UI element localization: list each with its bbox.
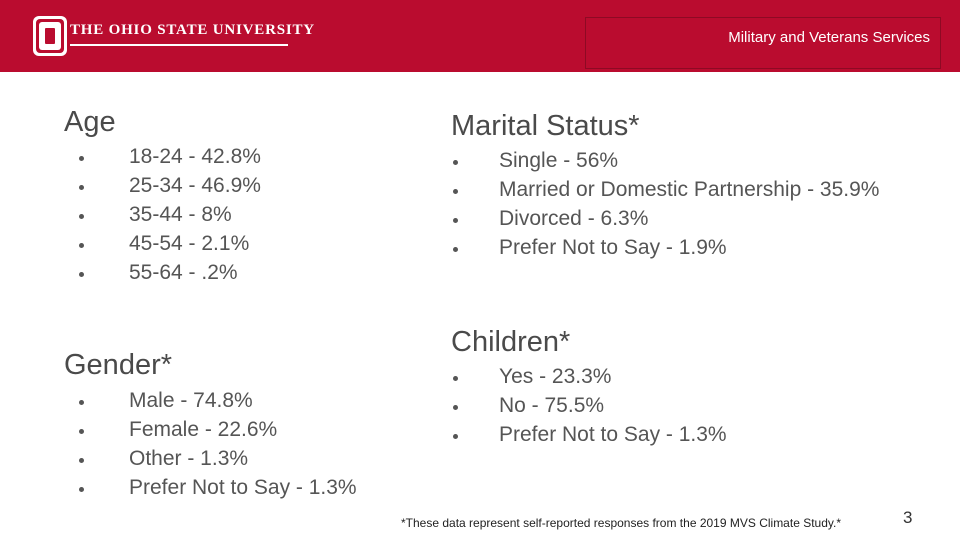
list-item: 25-34 - 46.9% — [79, 171, 261, 200]
university-name-underline — [70, 44, 288, 46]
block-o-icon — [33, 16, 67, 56]
header-bar: The Ohio State University Military and V… — [0, 0, 960, 72]
list-item-label: Prefer Not to Say - 1.3% — [499, 423, 727, 446]
age-list: 18-24 - 42.8% 25-34 - 46.9% 35-44 - 8% 4… — [79, 142, 261, 287]
footnote: *These data represent self-reported resp… — [401, 516, 841, 530]
list-item: Prefer Not to Say - 1.3% — [453, 420, 727, 449]
list-item: 35-44 - 8% — [79, 200, 232, 229]
department-label: Military and Veterans Services — [728, 29, 930, 46]
children-list: Yes - 23.3% No - 75.5% Prefer Not to Say… — [453, 362, 727, 449]
list-item-label: Prefer Not to Say - 1.9% — [499, 236, 727, 259]
list-item-label: No - 75.5% — [499, 394, 605, 417]
list-item-label: Prefer Not to Say - 1.3% — [129, 476, 357, 499]
list-item-label: 25-34 - 46.9% — [129, 174, 261, 197]
list-item-label: 45-54 - 2.1% — [129, 232, 250, 255]
list-item-label: Female - 22.6% — [129, 418, 278, 441]
list-item-label: 18-24 - 42.8% — [129, 145, 261, 168]
bullet-icon — [453, 247, 458, 252]
bullet-icon — [453, 160, 458, 165]
list-item: Other - 1.3% — [79, 444, 248, 473]
list-item-label: 55-64 - .2% — [129, 261, 238, 284]
university-name: The Ohio State University — [70, 22, 315, 38]
list-item: Female - 22.6% — [79, 415, 277, 444]
list-item-label: Yes - 23.3% — [499, 365, 612, 388]
gender-list: Male - 74.8% Female - 22.6% Other - 1.3%… — [79, 386, 357, 502]
bullet-icon — [79, 185, 84, 190]
list-item-label: Male - 74.8% — [129, 389, 253, 412]
bullet-icon — [79, 156, 84, 161]
bullet-icon — [453, 405, 458, 410]
list-item: Prefer Not to Say - 1.9% — [453, 233, 727, 262]
bullet-icon — [453, 218, 458, 223]
gender-title: Gender* — [64, 349, 173, 381]
list-item: 45-54 - 2.1% — [79, 229, 249, 258]
marital-status-title: Marital Status* — [451, 110, 640, 142]
list-item-label: Divorced - 6.3% — [499, 207, 649, 230]
page-number: 3 — [903, 508, 913, 527]
bullet-icon — [79, 400, 84, 405]
department-box — [585, 17, 941, 69]
list-item: Single - 56% — [453, 146, 618, 175]
list-item: 55-64 - .2% — [79, 258, 238, 287]
list-item: No - 75.5% — [453, 391, 604, 420]
list-item-label: 35-44 - 8% — [129, 203, 232, 226]
bullet-icon — [79, 487, 84, 492]
list-item: Yes - 23.3% — [453, 362, 611, 391]
bullet-icon — [79, 243, 84, 248]
list-item: Male - 74.8% — [79, 386, 253, 415]
list-item-label: Married or Domestic Partnership - 35.9% — [499, 178, 880, 201]
list-item: Prefer Not to Say - 1.3% — [79, 473, 357, 502]
children-title: Children* — [451, 326, 571, 358]
age-title: Age — [64, 106, 116, 138]
list-item: Divorced - 6.3% — [453, 204, 648, 233]
marital-status-list: Single - 56% Married or Domestic Partner… — [453, 146, 879, 262]
bullet-icon — [79, 429, 84, 434]
bullet-icon — [79, 214, 84, 219]
bullet-icon — [453, 189, 458, 194]
bullet-icon — [453, 376, 458, 381]
list-item-label: Other - 1.3% — [129, 447, 249, 470]
bullet-icon — [453, 434, 458, 439]
list-item: 18-24 - 42.8% — [79, 142, 261, 171]
bullet-icon — [79, 272, 84, 277]
bullet-icon — [79, 458, 84, 463]
list-item: Married or Domestic Partnership - 35.9% — [453, 175, 879, 204]
list-item-label: Single - 56% — [499, 149, 619, 172]
